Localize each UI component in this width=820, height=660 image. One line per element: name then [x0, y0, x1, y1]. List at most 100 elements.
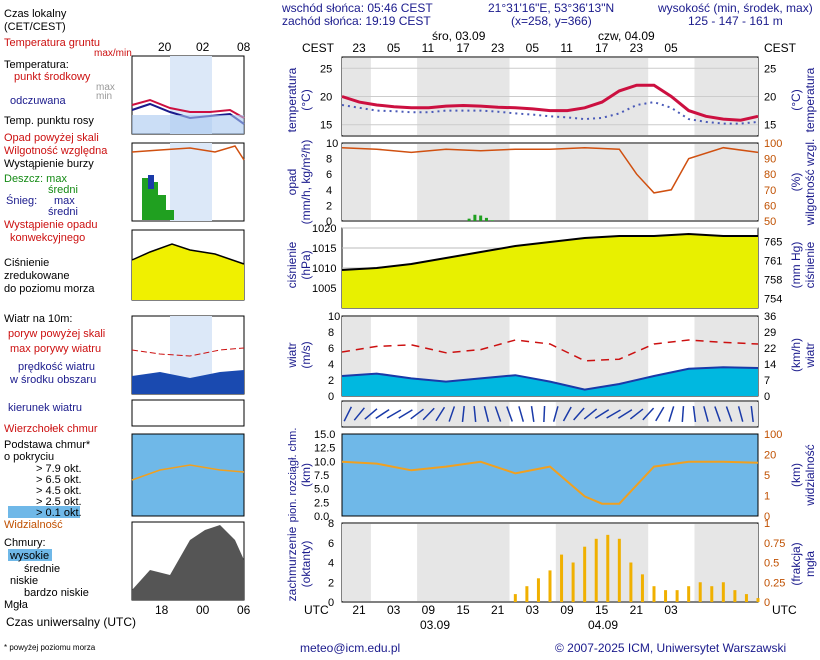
- cest-tick: 05: [664, 41, 678, 55]
- legend-okt25: > 2.5 okt.: [36, 496, 82, 508]
- hum-tick: 60: [764, 200, 776, 212]
- hum-tick: 80: [764, 169, 776, 181]
- vis-tick: 100: [764, 429, 782, 441]
- night-band: [694, 524, 758, 601]
- panel-cloud-bg: [341, 433, 759, 517]
- fog-bar: [513, 594, 517, 602]
- fog-bar: [710, 586, 714, 602]
- night-band: [694, 144, 758, 220]
- legend-gusts-above: poryw powyżej skali: [8, 328, 105, 340]
- temp-tick-right: 25: [764, 63, 776, 75]
- fog-bar: [583, 546, 587, 602]
- cloud-tick: 10.0: [314, 456, 335, 468]
- date1-label: 03.09: [420, 618, 450, 632]
- press-tick: 1010: [312, 263, 336, 275]
- vis-axis-label: widzialność: [803, 444, 817, 506]
- wind-arrow: [642, 407, 655, 421]
- fog-bar: [698, 582, 702, 602]
- visibility-line: [341, 460, 759, 505]
- temp-felt-line: [341, 101, 759, 125]
- legend-footnote: * powyżej poziomu morza: [4, 643, 96, 652]
- legend-temp-min: min: [96, 91, 112, 102]
- legend-okt65: > 6.5 okt.: [36, 474, 82, 486]
- legend-temp-max: max: [96, 82, 115, 93]
- local-tick-20: 20: [158, 40, 172, 54]
- cov-tick: 0: [328, 597, 334, 609]
- precip-axis-label: opad: [285, 169, 299, 196]
- footer-email[interactable]: meteo@icm.edu.pl: [300, 641, 400, 655]
- legend-ground-maxmin: max/min: [94, 48, 132, 59]
- wind-arrow: [494, 406, 502, 422]
- local-tick-02: 02: [196, 40, 210, 54]
- legend-okt01: > 0.1 okt.: [36, 507, 82, 519]
- legend-rain-mean: średni: [48, 184, 78, 196]
- press-tick-mmhg: 765: [764, 236, 782, 248]
- legend-mid-point: punkt środkowy: [14, 71, 91, 83]
- legend-fog: Mgła: [4, 599, 29, 611]
- utc-ticks: 21 03 09 15 21 03 09 15 21 03: [352, 603, 678, 617]
- mini-gust-line: [131, 347, 245, 357]
- cest-tick: 11: [560, 41, 573, 55]
- wind-arrow: [552, 406, 559, 422]
- mini-rain-bar-4: [166, 210, 174, 220]
- cest-tick: 17: [456, 41, 470, 55]
- legend-clouds: Chmury:: [4, 537, 46, 549]
- cloud-axis-unit: (km): [299, 463, 313, 487]
- wind-arrow: [573, 407, 585, 421]
- wind-arrow: [422, 407, 435, 421]
- precip-bar: [467, 218, 471, 221]
- wind-arrow: [398, 409, 413, 419]
- wind-axis-unit-right: (km/h): [789, 338, 803, 372]
- legend-local-time-sub: (CET/CEST): [4, 21, 66, 33]
- legend-gusts-max: max porywy wiatru: [10, 343, 101, 355]
- wind-axis-unit: (m/s): [299, 341, 313, 368]
- cloud-axis-label: pion. rozciągł. chm.: [287, 428, 299, 523]
- precip-bar: [490, 220, 494, 221]
- wind-arrow: [725, 406, 733, 422]
- fog-bar: [687, 586, 691, 602]
- day2-label: czw, 04.09: [598, 29, 655, 43]
- press-tick: 1020: [312, 223, 336, 235]
- wind-tick: 8: [328, 327, 334, 339]
- legend-convective: konwekcyjnego: [10, 232, 85, 244]
- cov-axis-unit: (oktanty): [299, 541, 313, 588]
- wind-arrow: [655, 406, 665, 422]
- mini-winddir-panel: [131, 399, 245, 427]
- fog-tick: 0.75: [764, 538, 785, 550]
- wind-tick-kmh: 7: [764, 375, 770, 387]
- cest-label-right: CEST: [764, 41, 797, 55]
- utc-tick-00: 00: [196, 603, 210, 617]
- wind-arrow: [543, 405, 546, 423]
- night-band: [417, 144, 510, 220]
- temp-axis-unit-right: (°C): [789, 89, 803, 110]
- press-axis-label-right: ciśnienie: [803, 241, 817, 288]
- utc-tick: 03: [526, 603, 540, 617]
- mini-cover-area: [132, 525, 244, 600]
- fog-bar: [548, 570, 552, 602]
- fog-bar: [594, 538, 598, 602]
- cest-tick: 11: [422, 41, 435, 55]
- wind-axis-label: wiatr: [285, 342, 299, 368]
- wind-tick-kmh: 0: [764, 391, 770, 403]
- precip-tick: 4: [326, 185, 332, 197]
- hum-tick: 70: [764, 185, 776, 197]
- wind-arrow: [448, 406, 456, 422]
- temp-tick-left: 15: [320, 120, 332, 132]
- mini-humidity-line: [131, 145, 245, 161]
- night-band: [694, 402, 758, 426]
- press-axis-unit-right: (mm Hg): [789, 242, 803, 289]
- legend-precip-above: Opad powyżej skali: [4, 132, 99, 144]
- footer: meteo@icm.edu.pl © 2007-2025 ICM, Uniwer…: [300, 641, 786, 655]
- legend-cloud-base1: Podstawa chmur*: [4, 439, 91, 451]
- fog-bar: [652, 586, 656, 602]
- press-tick: 1015: [312, 243, 336, 255]
- legend-precip-occ: Wystąpienie opadu: [4, 219, 97, 231]
- press-tick-mmhg: 761: [764, 255, 782, 267]
- header: wschód słońca: 05:46 CEST zachód słońca:…: [281, 1, 813, 28]
- wind-arrow: [594, 409, 610, 419]
- fog-bar: [525, 586, 529, 602]
- utc-tick: 15: [595, 603, 609, 617]
- wind-speed-line: [341, 366, 759, 391]
